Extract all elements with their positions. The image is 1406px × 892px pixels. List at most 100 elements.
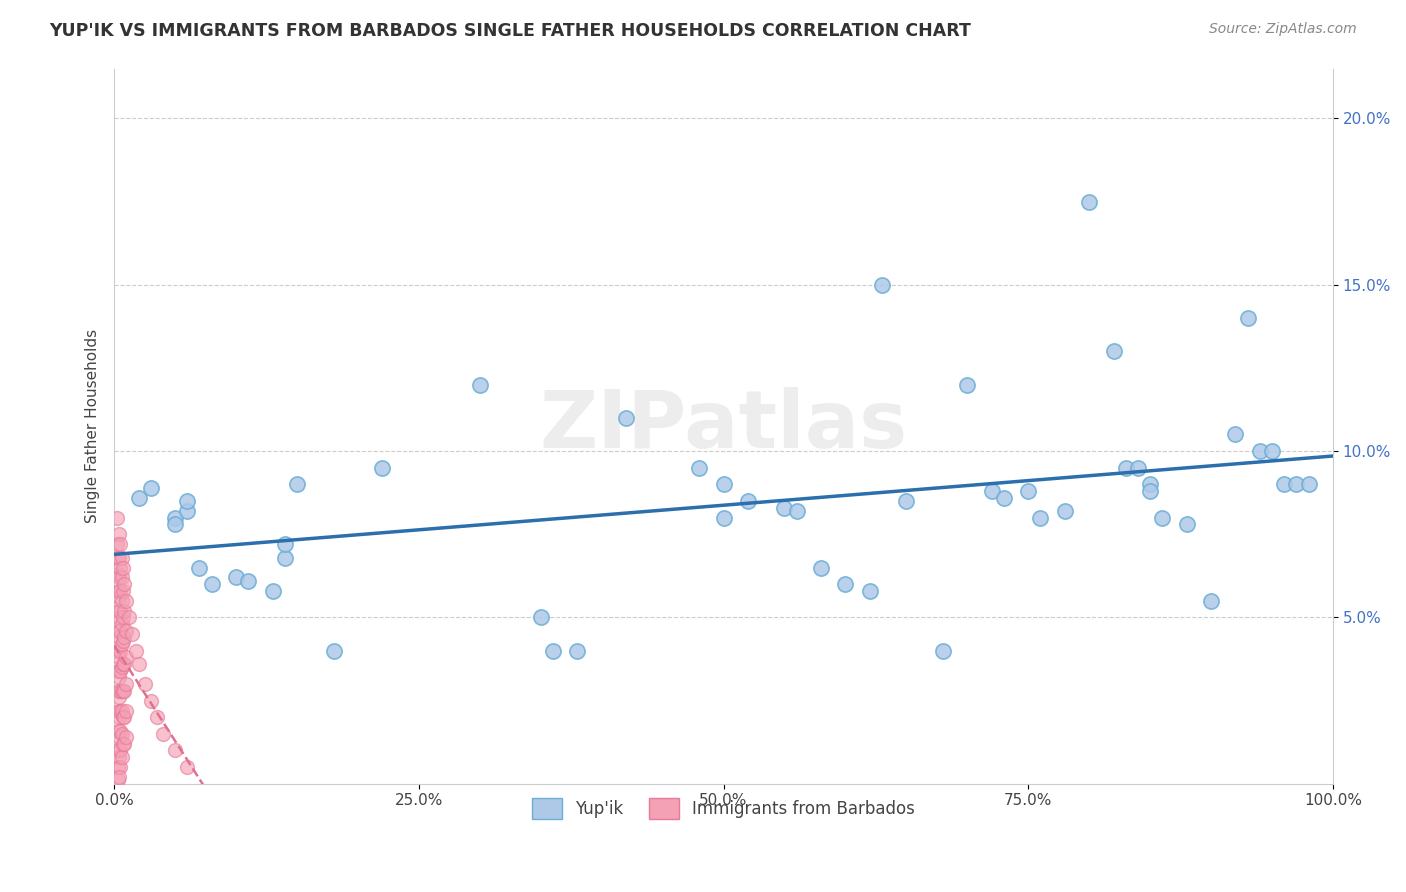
Point (107, 567, 129, 582)
Point (1225, 427, 1247, 442)
Point (110, 550, 132, 565)
Point (896, 494, 918, 508)
Point (111, 657, 134, 671)
Point (1115, 460, 1137, 475)
Point (107, 550, 129, 565)
Point (110, 560, 132, 574)
Point (1261, 444, 1284, 458)
Point (115, 704, 138, 718)
Point (110, 604, 132, 618)
Point (105, 510, 128, 524)
Point (322, 643, 344, 657)
Point (118, 610, 141, 624)
Point (1199, 594, 1222, 608)
Point (105, 537, 128, 551)
Point (115, 650, 138, 665)
Point (1126, 460, 1149, 475)
Point (1029, 510, 1052, 524)
Point (107, 704, 129, 718)
Point (980, 483, 1002, 498)
Point (134, 677, 156, 691)
Point (1249, 444, 1271, 458)
Point (110, 704, 132, 718)
Text: YUP'IK VS IMMIGRANTS FROM BARBADOS SINGLE FATHER HOUSEHOLDS CORRELATION CHART: YUP'IK VS IMMIGRANTS FROM BARBADOS SINGL… (49, 22, 972, 40)
Point (110, 683, 132, 698)
Point (786, 504, 808, 518)
Point (139, 693, 162, 707)
Point (146, 710, 169, 724)
Point (541, 643, 564, 657)
Point (112, 710, 135, 724)
Point (371, 460, 394, 475)
Point (108, 670, 131, 684)
Point (165, 517, 187, 532)
Point (285, 477, 308, 491)
Point (112, 737, 135, 751)
Point (176, 494, 198, 508)
Point (107, 643, 129, 657)
Point (108, 631, 131, 645)
Point (1078, 194, 1101, 209)
Point (125, 643, 148, 657)
Point (188, 560, 211, 574)
Point (108, 610, 131, 624)
Y-axis label: Single Father Households: Single Father Households (86, 329, 100, 524)
Point (110, 570, 132, 584)
Point (274, 550, 297, 565)
Point (112, 631, 135, 645)
Point (993, 491, 1015, 505)
Point (121, 627, 143, 641)
Point (112, 657, 135, 671)
Point (1236, 311, 1258, 326)
Point (108, 591, 131, 605)
Point (108, 527, 131, 541)
Point (1053, 504, 1076, 518)
Point (1298, 477, 1320, 491)
Point (111, 683, 134, 698)
Point (110, 723, 132, 738)
Point (859, 583, 882, 598)
Point (108, 730, 131, 744)
Point (112, 683, 135, 698)
Point (110, 750, 132, 764)
Point (111, 633, 134, 648)
Point (111, 737, 134, 751)
Point (110, 683, 132, 698)
Point (108, 570, 131, 584)
Point (108, 750, 131, 764)
Point (111, 583, 134, 598)
Point (107, 624, 129, 638)
Point (107, 664, 129, 678)
Point (870, 277, 893, 292)
Point (1285, 477, 1308, 491)
Point (110, 727, 132, 741)
Text: ZIPatlas: ZIPatlas (540, 387, 908, 465)
Point (139, 481, 162, 495)
Point (111, 610, 134, 624)
Point (834, 577, 856, 591)
Point (262, 583, 284, 598)
Point (107, 743, 129, 757)
Point (110, 643, 132, 657)
Point (176, 760, 198, 774)
Point (614, 410, 637, 425)
Point (108, 710, 131, 724)
Legend: Yup'ik, Immigrants from Barbados: Yup'ik, Immigrants from Barbados (526, 792, 921, 825)
Point (128, 491, 150, 505)
Point (110, 617, 132, 632)
Point (468, 377, 491, 392)
Point (956, 377, 979, 392)
Point (1139, 477, 1161, 491)
Point (932, 643, 955, 657)
Point (152, 727, 174, 741)
Point (1175, 517, 1198, 532)
Point (238, 574, 260, 588)
Point (107, 683, 129, 698)
Point (713, 477, 735, 491)
Point (1017, 483, 1039, 498)
Point (165, 510, 187, 524)
Point (110, 664, 132, 678)
Point (115, 730, 138, 744)
Point (110, 743, 132, 757)
Text: Source: ZipAtlas.com: Source: ZipAtlas.com (1209, 22, 1357, 37)
